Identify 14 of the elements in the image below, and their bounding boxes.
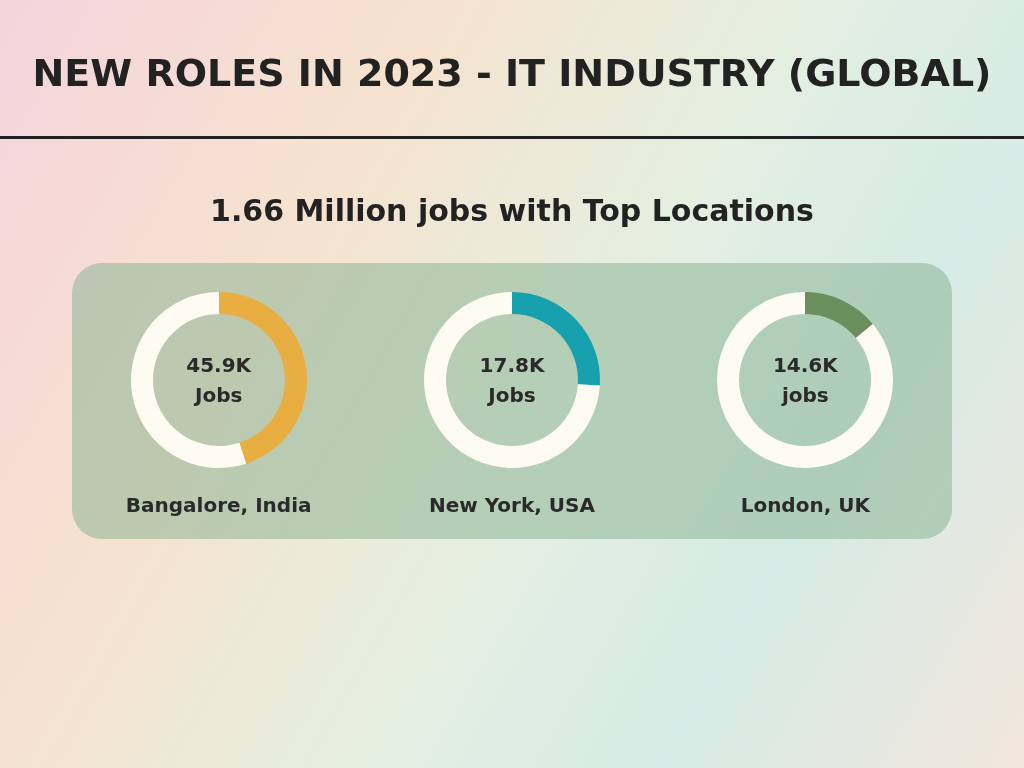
text: London, UK [740, 493, 870, 517]
text: jobs [781, 382, 829, 409]
text: Bangalore, India [125, 493, 312, 517]
donut-slice [424, 292, 600, 468]
donut-slice [805, 292, 874, 338]
text: Jobs [488, 382, 536, 409]
text: 17.8K [479, 352, 545, 379]
text: Jobs [194, 382, 243, 409]
donut-slice [717, 292, 894, 468]
text: 1.66 Million jobs with Top Locations [209, 193, 815, 230]
text: NEW ROLES IN 2023 - IT INDUSTRY (GLOBAL) [32, 51, 992, 95]
text: 14.6K [772, 352, 838, 379]
text: 45.9K [186, 352, 252, 379]
text: New York, USA [428, 493, 595, 517]
